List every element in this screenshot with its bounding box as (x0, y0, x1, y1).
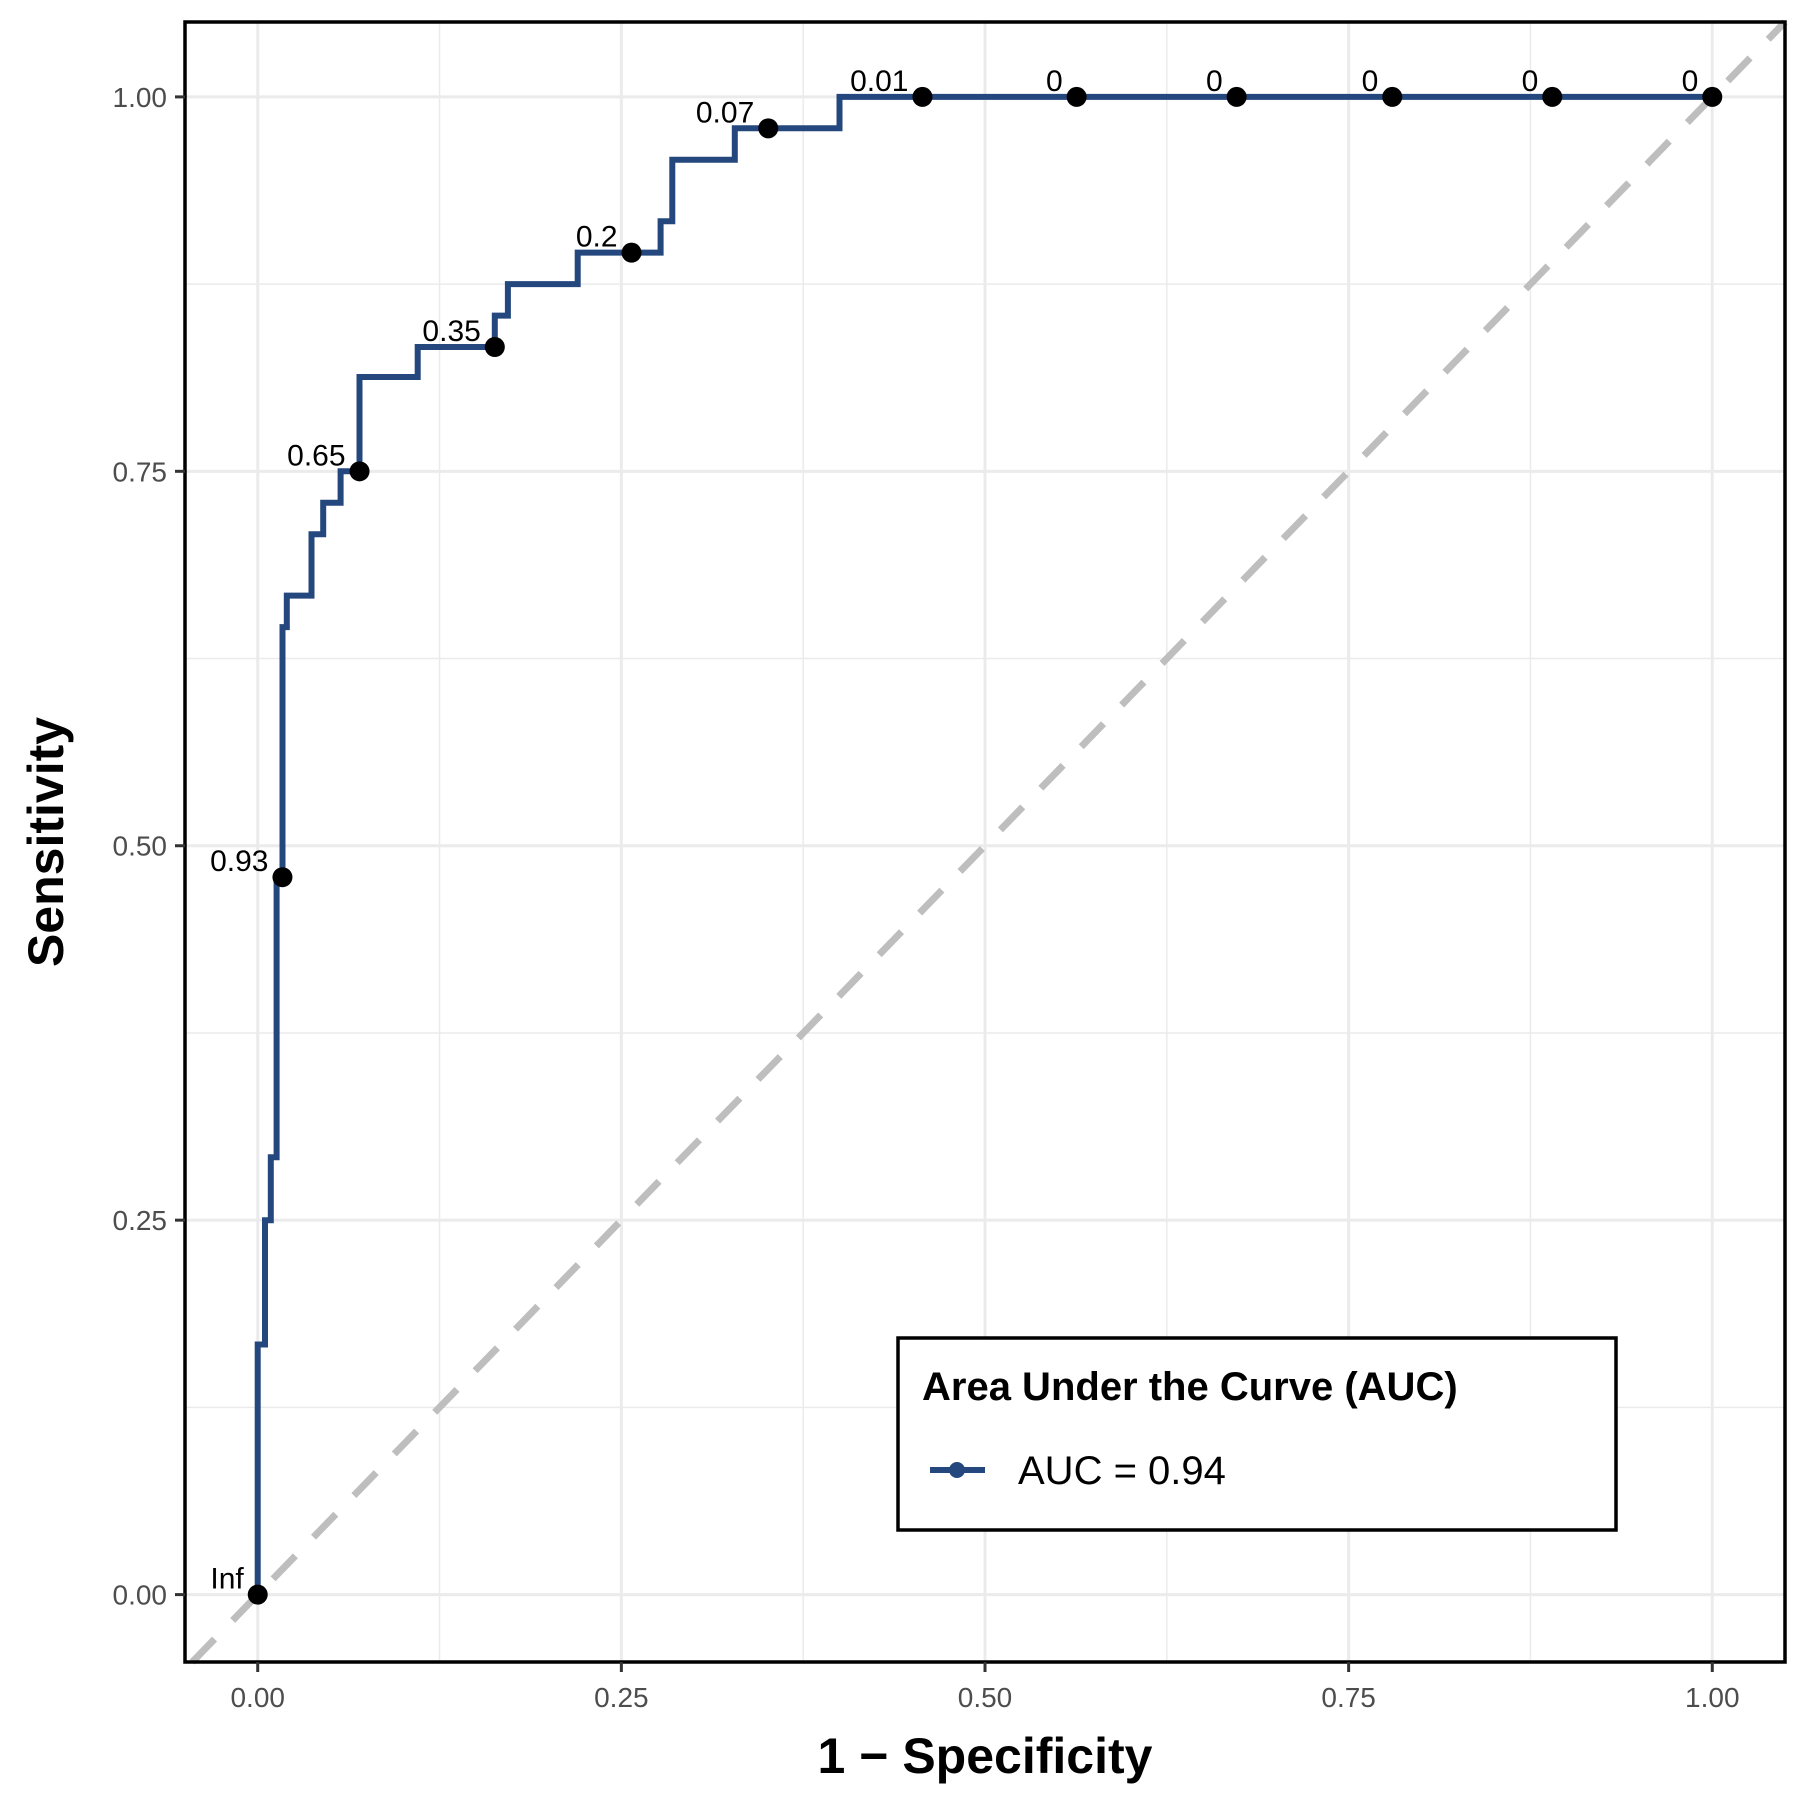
y-tick-label: 1.00 (113, 82, 168, 113)
legend: Area Under the Curve (AUC) AUC = 0.94 (896, 1336, 1618, 1532)
y-tick-label: 0.00 (113, 1580, 168, 1611)
threshold-point (349, 461, 370, 482)
threshold-label: 0.01 (850, 65, 908, 98)
threshold-label: 0 (1522, 65, 1539, 98)
x-tick-label: 0.50 (958, 1682, 1013, 1713)
threshold-label: 0.35 (422, 315, 480, 348)
threshold-label: 0.07 (696, 96, 754, 129)
threshold-label: 0 (1362, 65, 1379, 98)
y-axis-title: Sensitivity (18, 717, 74, 967)
y-tick-label: 0.75 (113, 456, 168, 487)
threshold-points (247, 86, 1723, 1605)
threshold-label: 0.93 (210, 845, 268, 878)
threshold-labels: Inf 0.93 0.65 0.35 0.2 0.07 0.01 0 0 0 0 0 (210, 65, 1698, 1596)
threshold-label: 0 (1682, 65, 1699, 98)
x-axis-ticks: 0.00 0.25 0.50 0.75 1.00 (230, 1662, 1740, 1713)
legend-title: Area Under the Curve (AUC) (922, 1365, 1458, 1409)
y-axis-ticks: 0.00 0.25 0.50 0.75 1.00 (113, 82, 185, 1611)
threshold-point (621, 242, 642, 263)
threshold-label: 0 (1046, 65, 1063, 98)
threshold-point (1542, 86, 1563, 107)
x-tick-label: 0.25 (594, 1682, 649, 1713)
threshold-point (912, 86, 933, 107)
threshold-point (1702, 86, 1723, 107)
threshold-point (272, 867, 293, 888)
x-tick-label: 1.00 (1685, 1682, 1740, 1713)
threshold-point (1382, 86, 1403, 107)
threshold-label: 0.65 (287, 439, 345, 472)
legend-box (896, 1336, 1618, 1532)
threshold-label: 0.2 (576, 221, 618, 254)
legend-entry-label: AUC = 0.94 (1018, 1449, 1226, 1493)
legend-key-point (949, 1462, 965, 1478)
threshold-label: Inf (210, 1563, 244, 1596)
threshold-point (247, 1584, 268, 1605)
x-axis-title: 1 − Specificity (818, 1728, 1153, 1784)
threshold-label: 0 (1206, 65, 1223, 98)
x-tick-label: 0.00 (230, 1682, 285, 1713)
x-tick-label: 0.75 (1321, 1682, 1376, 1713)
threshold-point (1066, 86, 1087, 107)
y-tick-label: 0.50 (113, 831, 168, 862)
y-tick-label: 0.25 (113, 1205, 168, 1236)
threshold-point (758, 118, 779, 139)
threshold-point (484, 337, 505, 358)
threshold-point (1226, 86, 1247, 107)
